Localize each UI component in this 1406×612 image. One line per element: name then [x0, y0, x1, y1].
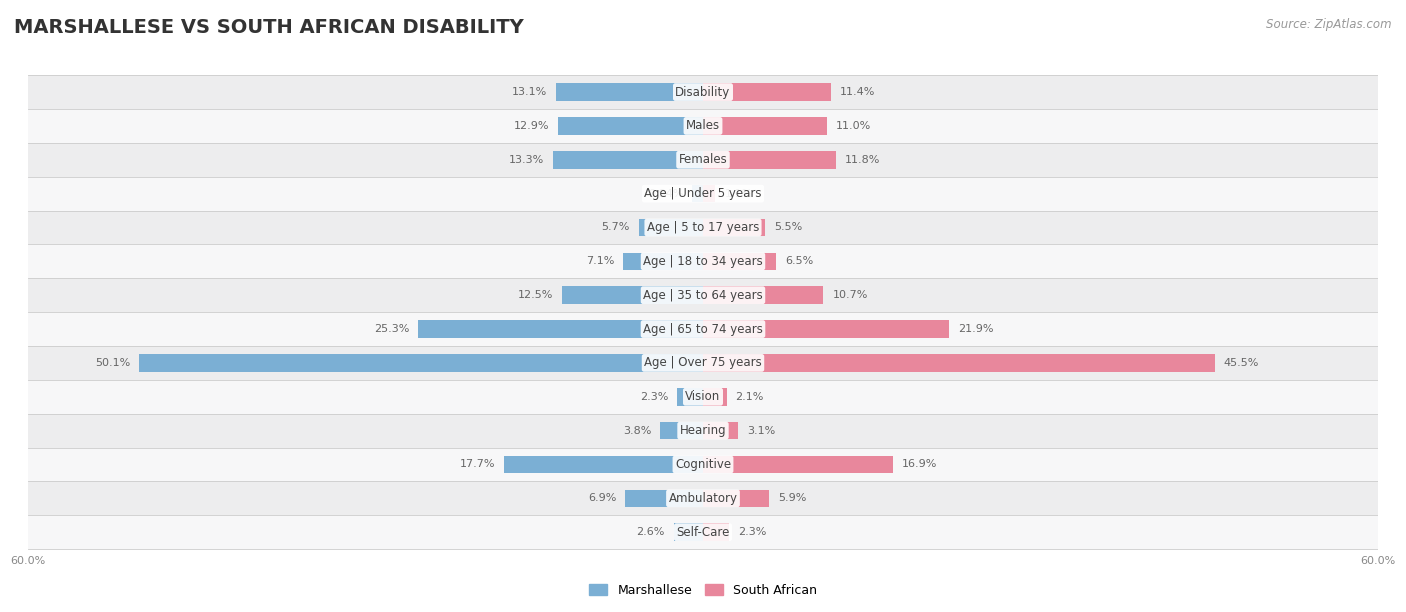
Text: 2.1%: 2.1% [735, 392, 763, 401]
Bar [626, 490, 703, 507]
Bar [678, 388, 703, 406]
Bar [558, 117, 703, 135]
Text: 50.1%: 50.1% [96, 358, 131, 368]
Text: Hearing: Hearing [679, 424, 727, 437]
Legend: Marshallese, South African: Marshallese, South African [583, 579, 823, 602]
Text: 25.3%: 25.3% [374, 324, 409, 334]
Bar [28, 346, 1378, 380]
Text: 5.9%: 5.9% [779, 493, 807, 503]
Text: Age | 18 to 34 years: Age | 18 to 34 years [643, 255, 763, 268]
Text: 2.6%: 2.6% [637, 527, 665, 537]
Bar [28, 482, 1378, 515]
Bar [554, 151, 703, 168]
Bar [703, 117, 827, 135]
Bar [673, 523, 703, 541]
Bar [555, 83, 703, 101]
Bar [28, 312, 1378, 346]
Text: 3.1%: 3.1% [747, 425, 775, 436]
Text: 12.5%: 12.5% [517, 290, 554, 300]
Text: Ambulatory: Ambulatory [668, 492, 738, 505]
Bar [28, 109, 1378, 143]
Bar [703, 218, 765, 236]
Text: 13.3%: 13.3% [509, 155, 544, 165]
Text: Vision: Vision [685, 390, 721, 403]
Text: 5.5%: 5.5% [773, 223, 801, 233]
Bar [503, 456, 703, 473]
Bar [28, 414, 1378, 447]
Text: 2.3%: 2.3% [738, 527, 766, 537]
Bar [139, 354, 703, 371]
Bar [703, 523, 728, 541]
Bar [562, 286, 703, 304]
Text: Males: Males [686, 119, 720, 132]
Text: 12.9%: 12.9% [513, 121, 548, 131]
Bar [703, 354, 1215, 371]
Bar [28, 447, 1378, 482]
Bar [703, 490, 769, 507]
Bar [28, 244, 1378, 278]
Bar [419, 320, 703, 338]
Text: Age | 35 to 64 years: Age | 35 to 64 years [643, 289, 763, 302]
Bar [28, 515, 1378, 549]
Text: Age | Under 5 years: Age | Under 5 years [644, 187, 762, 200]
Bar [28, 380, 1378, 414]
Text: Self-Care: Self-Care [676, 526, 730, 539]
Text: Females: Females [679, 153, 727, 166]
Bar [623, 253, 703, 270]
Bar [28, 143, 1378, 177]
Bar [703, 185, 716, 203]
Text: 11.8%: 11.8% [845, 155, 880, 165]
Bar [638, 218, 703, 236]
Bar [703, 388, 727, 406]
Text: 10.7%: 10.7% [832, 290, 868, 300]
Bar [28, 278, 1378, 312]
Text: 0.94%: 0.94% [648, 188, 683, 199]
Text: Cognitive: Cognitive [675, 458, 731, 471]
Bar [703, 320, 949, 338]
Text: 11.4%: 11.4% [841, 87, 876, 97]
Text: 11.0%: 11.0% [835, 121, 870, 131]
Bar [703, 456, 893, 473]
Text: 13.1%: 13.1% [512, 87, 547, 97]
Bar [661, 422, 703, 439]
Text: Disability: Disability [675, 86, 731, 99]
Text: 2.3%: 2.3% [640, 392, 668, 401]
Text: 5.7%: 5.7% [602, 223, 630, 233]
Text: 21.9%: 21.9% [959, 324, 994, 334]
Text: Age | 5 to 17 years: Age | 5 to 17 years [647, 221, 759, 234]
Bar [703, 253, 776, 270]
Text: 6.9%: 6.9% [588, 493, 616, 503]
Text: MARSHALLESE VS SOUTH AFRICAN DISABILITY: MARSHALLESE VS SOUTH AFRICAN DISABILITY [14, 18, 524, 37]
Text: 3.8%: 3.8% [623, 425, 651, 436]
Text: 1.1%: 1.1% [724, 188, 752, 199]
Text: Age | Over 75 years: Age | Over 75 years [644, 356, 762, 370]
Bar [28, 75, 1378, 109]
Text: 16.9%: 16.9% [903, 460, 938, 469]
Bar [703, 83, 831, 101]
Bar [28, 211, 1378, 244]
Text: 7.1%: 7.1% [586, 256, 614, 266]
Bar [703, 286, 824, 304]
Bar [692, 185, 703, 203]
Bar [703, 151, 835, 168]
Text: Source: ZipAtlas.com: Source: ZipAtlas.com [1267, 18, 1392, 31]
Text: Age | 65 to 74 years: Age | 65 to 74 years [643, 323, 763, 335]
Bar [28, 177, 1378, 211]
Text: 45.5%: 45.5% [1223, 358, 1260, 368]
Bar [703, 422, 738, 439]
Text: 6.5%: 6.5% [785, 256, 813, 266]
Text: 17.7%: 17.7% [460, 460, 495, 469]
